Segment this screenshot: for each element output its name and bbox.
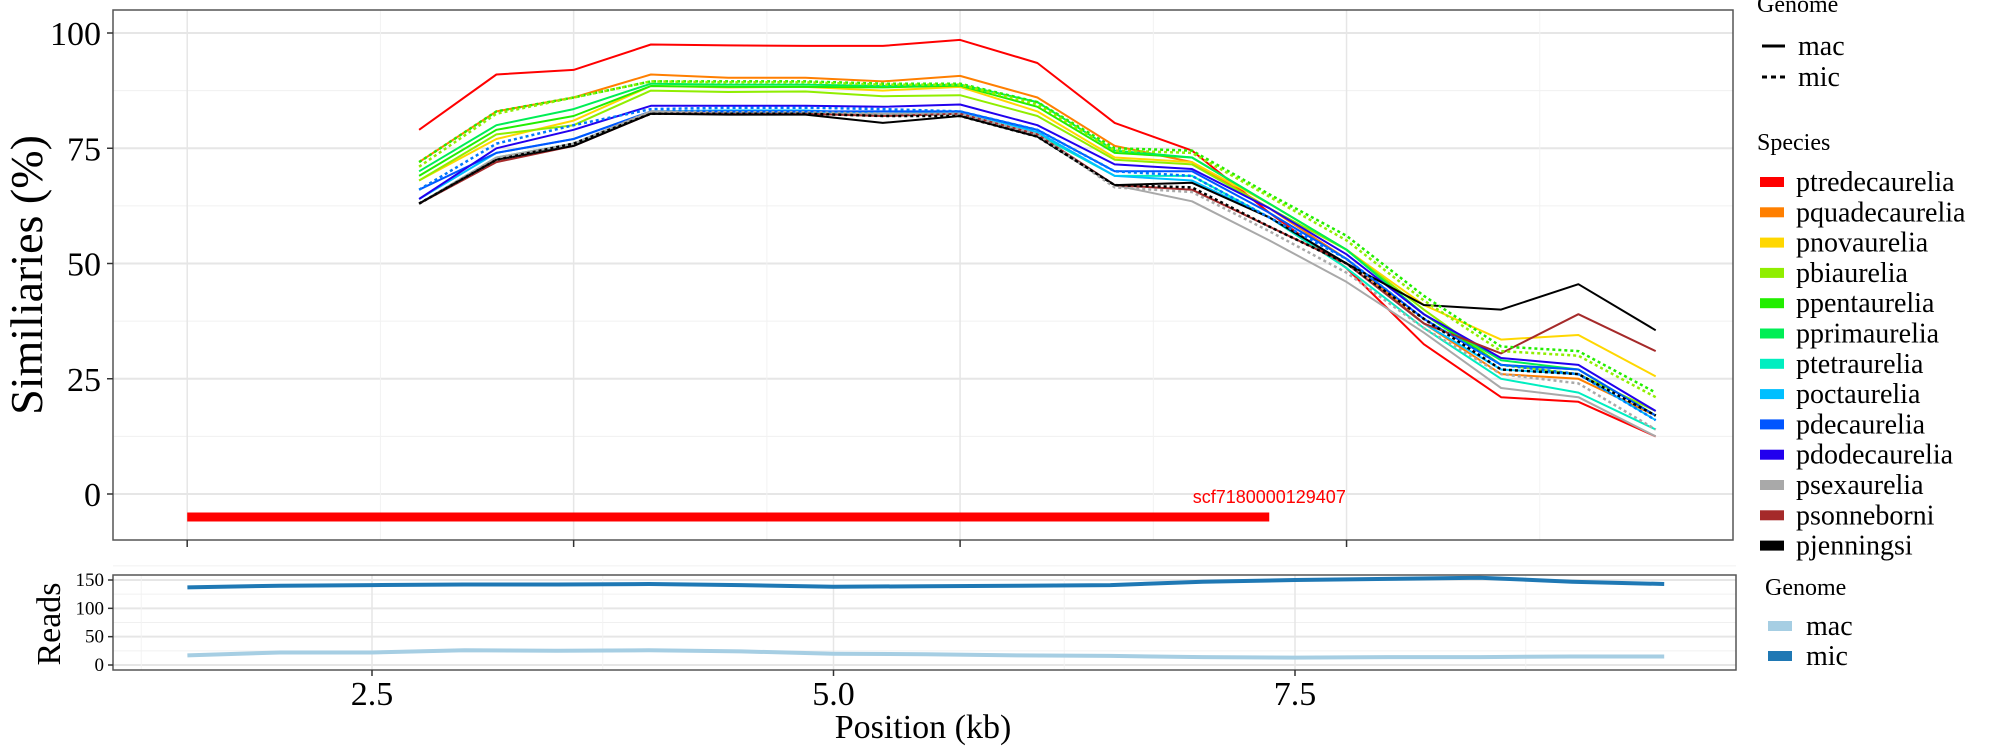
top-panel-series — [418, 38, 1657, 438]
legend-swatch-pquadecaurelia — [1760, 207, 1784, 218]
legend-swatch-mac — [1768, 621, 1792, 631]
legend-swatch-pdecaurelia — [1760, 419, 1784, 430]
series-line-poctaurelia-mac — [418, 109, 1657, 422]
bottom-panel-series — [187, 575, 1665, 660]
bottom-panel-grid — [113, 565, 1736, 670]
legend-species-title: Species — [1757, 130, 1830, 156]
y-tick-label: 0 — [95, 655, 105, 676]
bottom-panel-axes: 0 50 100 150 2.5 5.0 7.5 — [76, 570, 1317, 713]
legend-swatch-mic — [1768, 651, 1792, 661]
legend-genome-title: Genome — [1757, 0, 1838, 18]
x-tick-label: 7.5 — [1274, 676, 1317, 713]
top-panel-border — [112, 9, 1734, 541]
legend-swatch-pnovaurelia — [1760, 237, 1784, 248]
legend-label-mic: mic — [1806, 641, 1848, 672]
contig-label: scf7180000129407 — [1193, 487, 1346, 507]
y-tick-label: 75 — [67, 131, 101, 168]
legend-label-ptredecaurelia: ptredecaurelia — [1796, 167, 1955, 198]
legend-swatch-pbiaurelia — [1760, 267, 1784, 278]
series-line-pdecaurelia-mic — [418, 106, 1657, 422]
legend-swatch-pprimaurelia — [1760, 328, 1784, 339]
legend-label-mic: mic — [1798, 62, 1840, 93]
legend-species: Species ptredecaureliapquadecaureliapnov… — [1757, 130, 1966, 562]
legend-label-psonneborni: psonneborni — [1796, 500, 1935, 531]
series-line-pquadecaurelia-mac — [418, 73, 1657, 417]
y-tick-label: 50 — [85, 627, 104, 648]
series-line-ptetraurelia-mac — [418, 111, 1657, 431]
legend-label-pnovaurelia: pnovaurelia — [1796, 228, 1929, 259]
series-line-psexaurelia-mac — [418, 110, 1657, 438]
y-tick-label: 100 — [50, 16, 101, 53]
legend-swatch-psonneborni — [1760, 510, 1784, 521]
series-line-psexaurelia-mic — [418, 110, 1657, 431]
x-tick-label: 5.0 — [812, 676, 855, 713]
series-line-psonneborni-mac — [418, 112, 1657, 355]
reads-line-mic — [187, 575, 1665, 590]
x-tick-label: 2.5 — [351, 676, 394, 713]
legend-label-psexaurelia: psexaurelia — [1796, 470, 1924, 501]
contig-annotation: scf7180000129407 — [187, 487, 1346, 522]
legend-label-pdecaurelia: pdecaurelia — [1796, 409, 1926, 440]
legend-swatch-pdodecaurelia — [1760, 449, 1784, 460]
y-tick-label: 50 — [67, 247, 101, 284]
bottom-panel-border — [112, 574, 1737, 671]
series-line-ppentaurelia-mac — [418, 84, 1657, 417]
series-line-ppentaurelia-mic — [418, 80, 1657, 394]
y-tick-label: 100 — [76, 598, 105, 619]
legend-swatch-psexaurelia — [1760, 480, 1784, 490]
legend-label-pdodecaurelia: pdodecaurelia — [1796, 440, 1954, 471]
top-panel-axes: 0 25 50 75 100 — [50, 16, 1348, 547]
y-tick-label: 0 — [84, 477, 101, 514]
legend-swatch-poctaurelia — [1760, 389, 1784, 400]
series-line-ptredecaurelia-mac — [418, 38, 1657, 438]
legend-reads-title: Genome — [1765, 575, 1846, 601]
legend-label-pbiaurelia: pbiaurelia — [1796, 258, 1909, 289]
legend-swatch-ptetraurelia — [1760, 358, 1784, 369]
x-axis-title: Position (kb) — [835, 709, 1012, 746]
series-line-pnovaurelia-mac — [418, 85, 1657, 378]
series-line-pjenningsi-mic — [418, 112, 1657, 417]
bottom-y-axis-title: Reads — [31, 582, 68, 665]
legend-swatch-ptredecaurelia — [1760, 177, 1784, 187]
legend-swatch-ppentaurelia — [1760, 298, 1784, 309]
top-y-axis-title: Similiaries (%) — [1, 135, 52, 415]
legend-swatch-pjenningsi — [1760, 540, 1784, 551]
y-tick-label: 25 — [67, 362, 101, 399]
legend-label-pprimaurelia: pprimaurelia — [1796, 319, 1940, 350]
series-line-pbiaurelia-mac — [418, 89, 1657, 412]
legend-label-pjenningsi: pjenningsi — [1796, 531, 1913, 562]
legend-label-ppentaurelia: ppentaurelia — [1796, 288, 1935, 319]
legend-label-mac: mac — [1798, 31, 1845, 62]
y-tick-label: 150 — [76, 570, 105, 591]
legend-label-poctaurelia: poctaurelia — [1796, 379, 1921, 410]
legend-label-pquadecaurelia: pquadecaurelia — [1796, 197, 1966, 228]
series-line-pjenningsi-mac — [418, 112, 1657, 332]
reads-line-mac — [187, 648, 1665, 660]
legend-label-mac: mac — [1806, 611, 1853, 642]
legend-label-ptetraurelia: ptetraurelia — [1796, 349, 1924, 380]
